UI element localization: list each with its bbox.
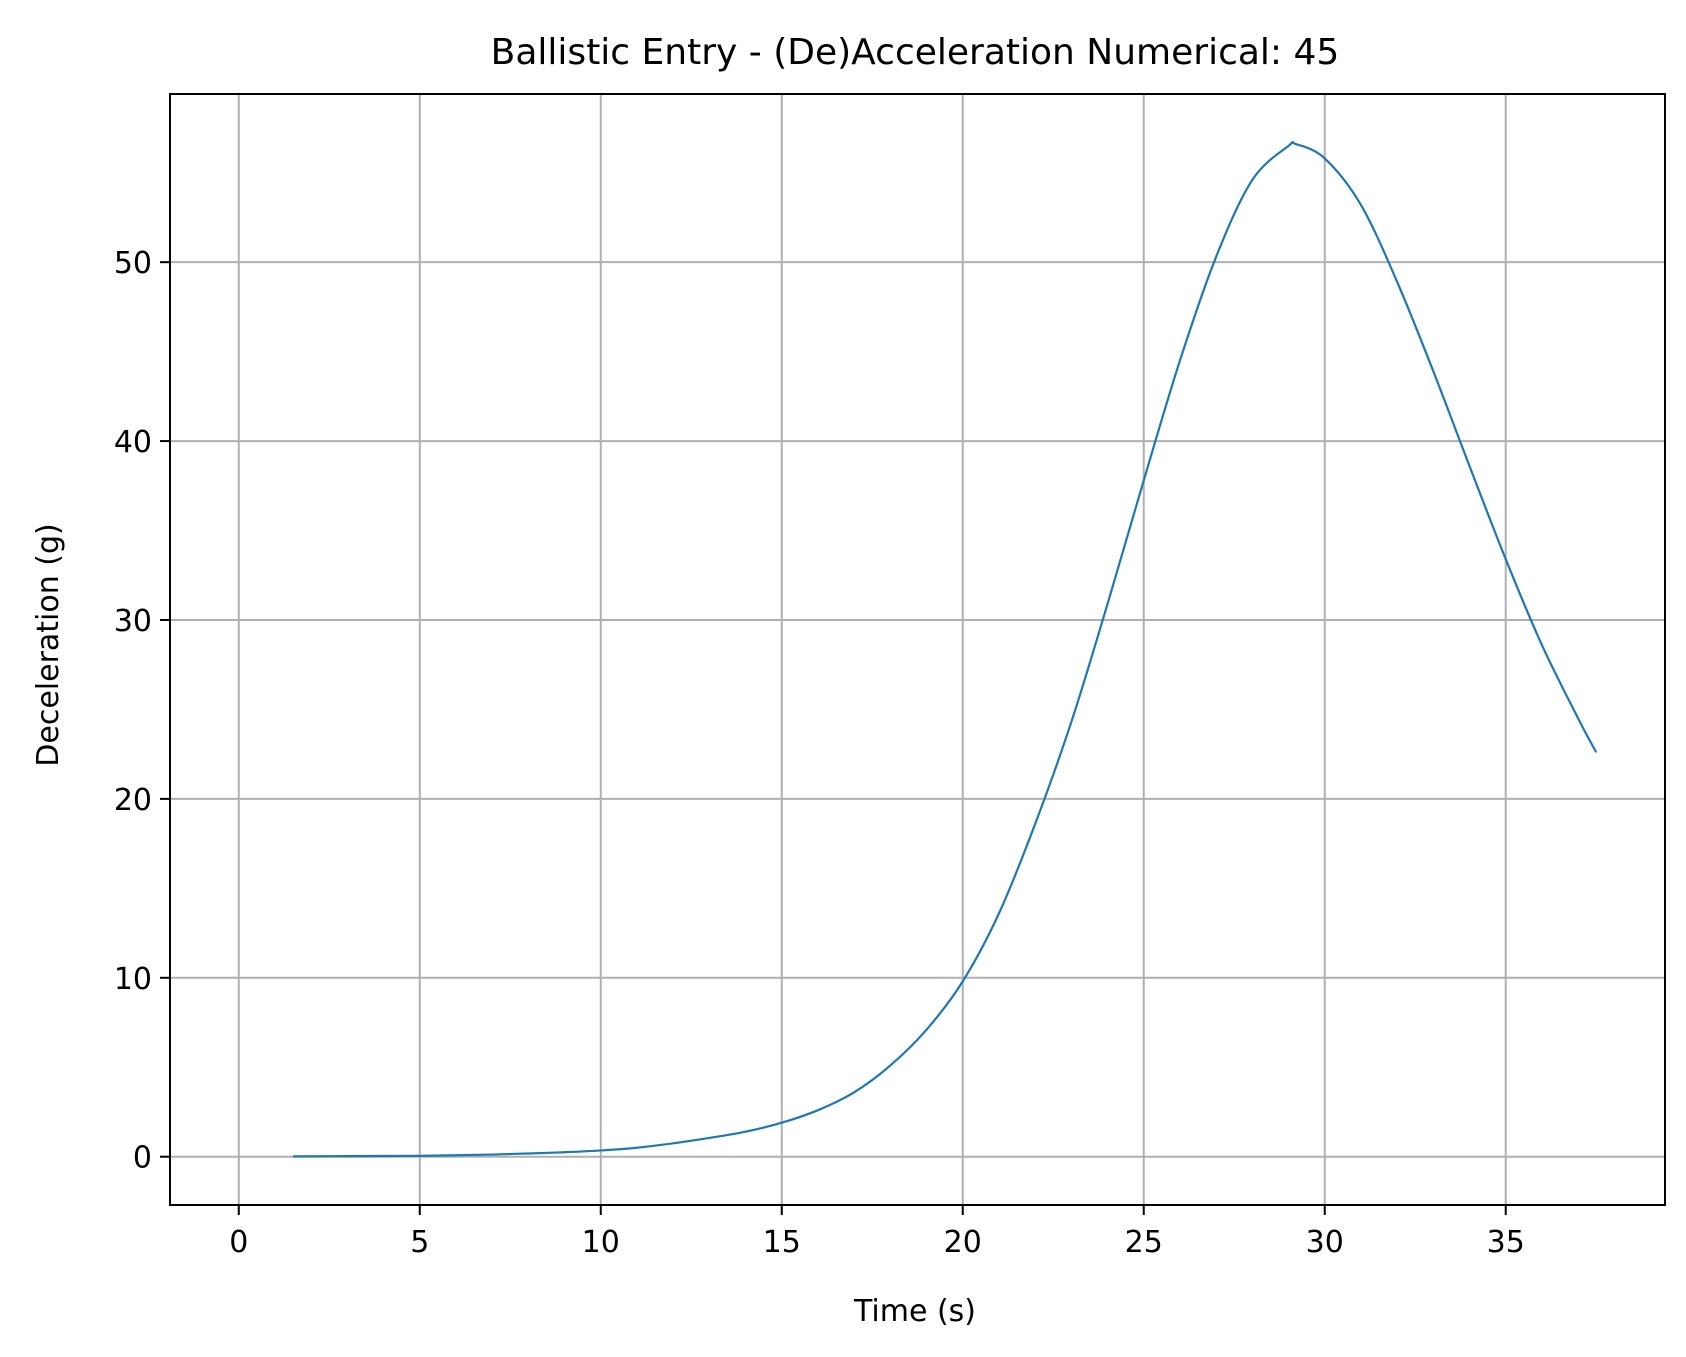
y-tick-label: 30: [114, 604, 152, 639]
plot-frame: [169, 93, 1666, 1206]
x-tick-label: 30: [1306, 1225, 1344, 1260]
y-tick-label: 50: [114, 246, 152, 281]
y-tick-label: 0: [133, 1141, 152, 1176]
x-tick-label: 0: [229, 1225, 248, 1260]
deceleration-series-line: [293, 140, 1598, 1158]
series-layer: [293, 140, 1598, 1158]
y-tick-label: 40: [114, 425, 152, 460]
y-tick-label: 20: [114, 783, 152, 818]
grid-lines: [170, 94, 1665, 1205]
x-tick-label: 20: [944, 1225, 982, 1260]
x-axis-label: Time (s): [853, 1294, 976, 1329]
x-tick-label: 15: [763, 1225, 801, 1260]
y-tick-label: 10: [114, 962, 152, 997]
chart-title: Ballistic Entry - (De)Acceleration Numer…: [491, 32, 1340, 73]
y-axis-label: Deceleration (g): [31, 523, 66, 766]
x-tick-label: 25: [1125, 1225, 1163, 1260]
x-tick-label: 5: [410, 1225, 429, 1260]
axis-ticks: 0 5 10 15 20 25 30 35 0 10 20 30 40 50: [114, 246, 1525, 1260]
x-tick-label: 35: [1487, 1225, 1525, 1260]
x-tick-label: 10: [582, 1225, 620, 1260]
